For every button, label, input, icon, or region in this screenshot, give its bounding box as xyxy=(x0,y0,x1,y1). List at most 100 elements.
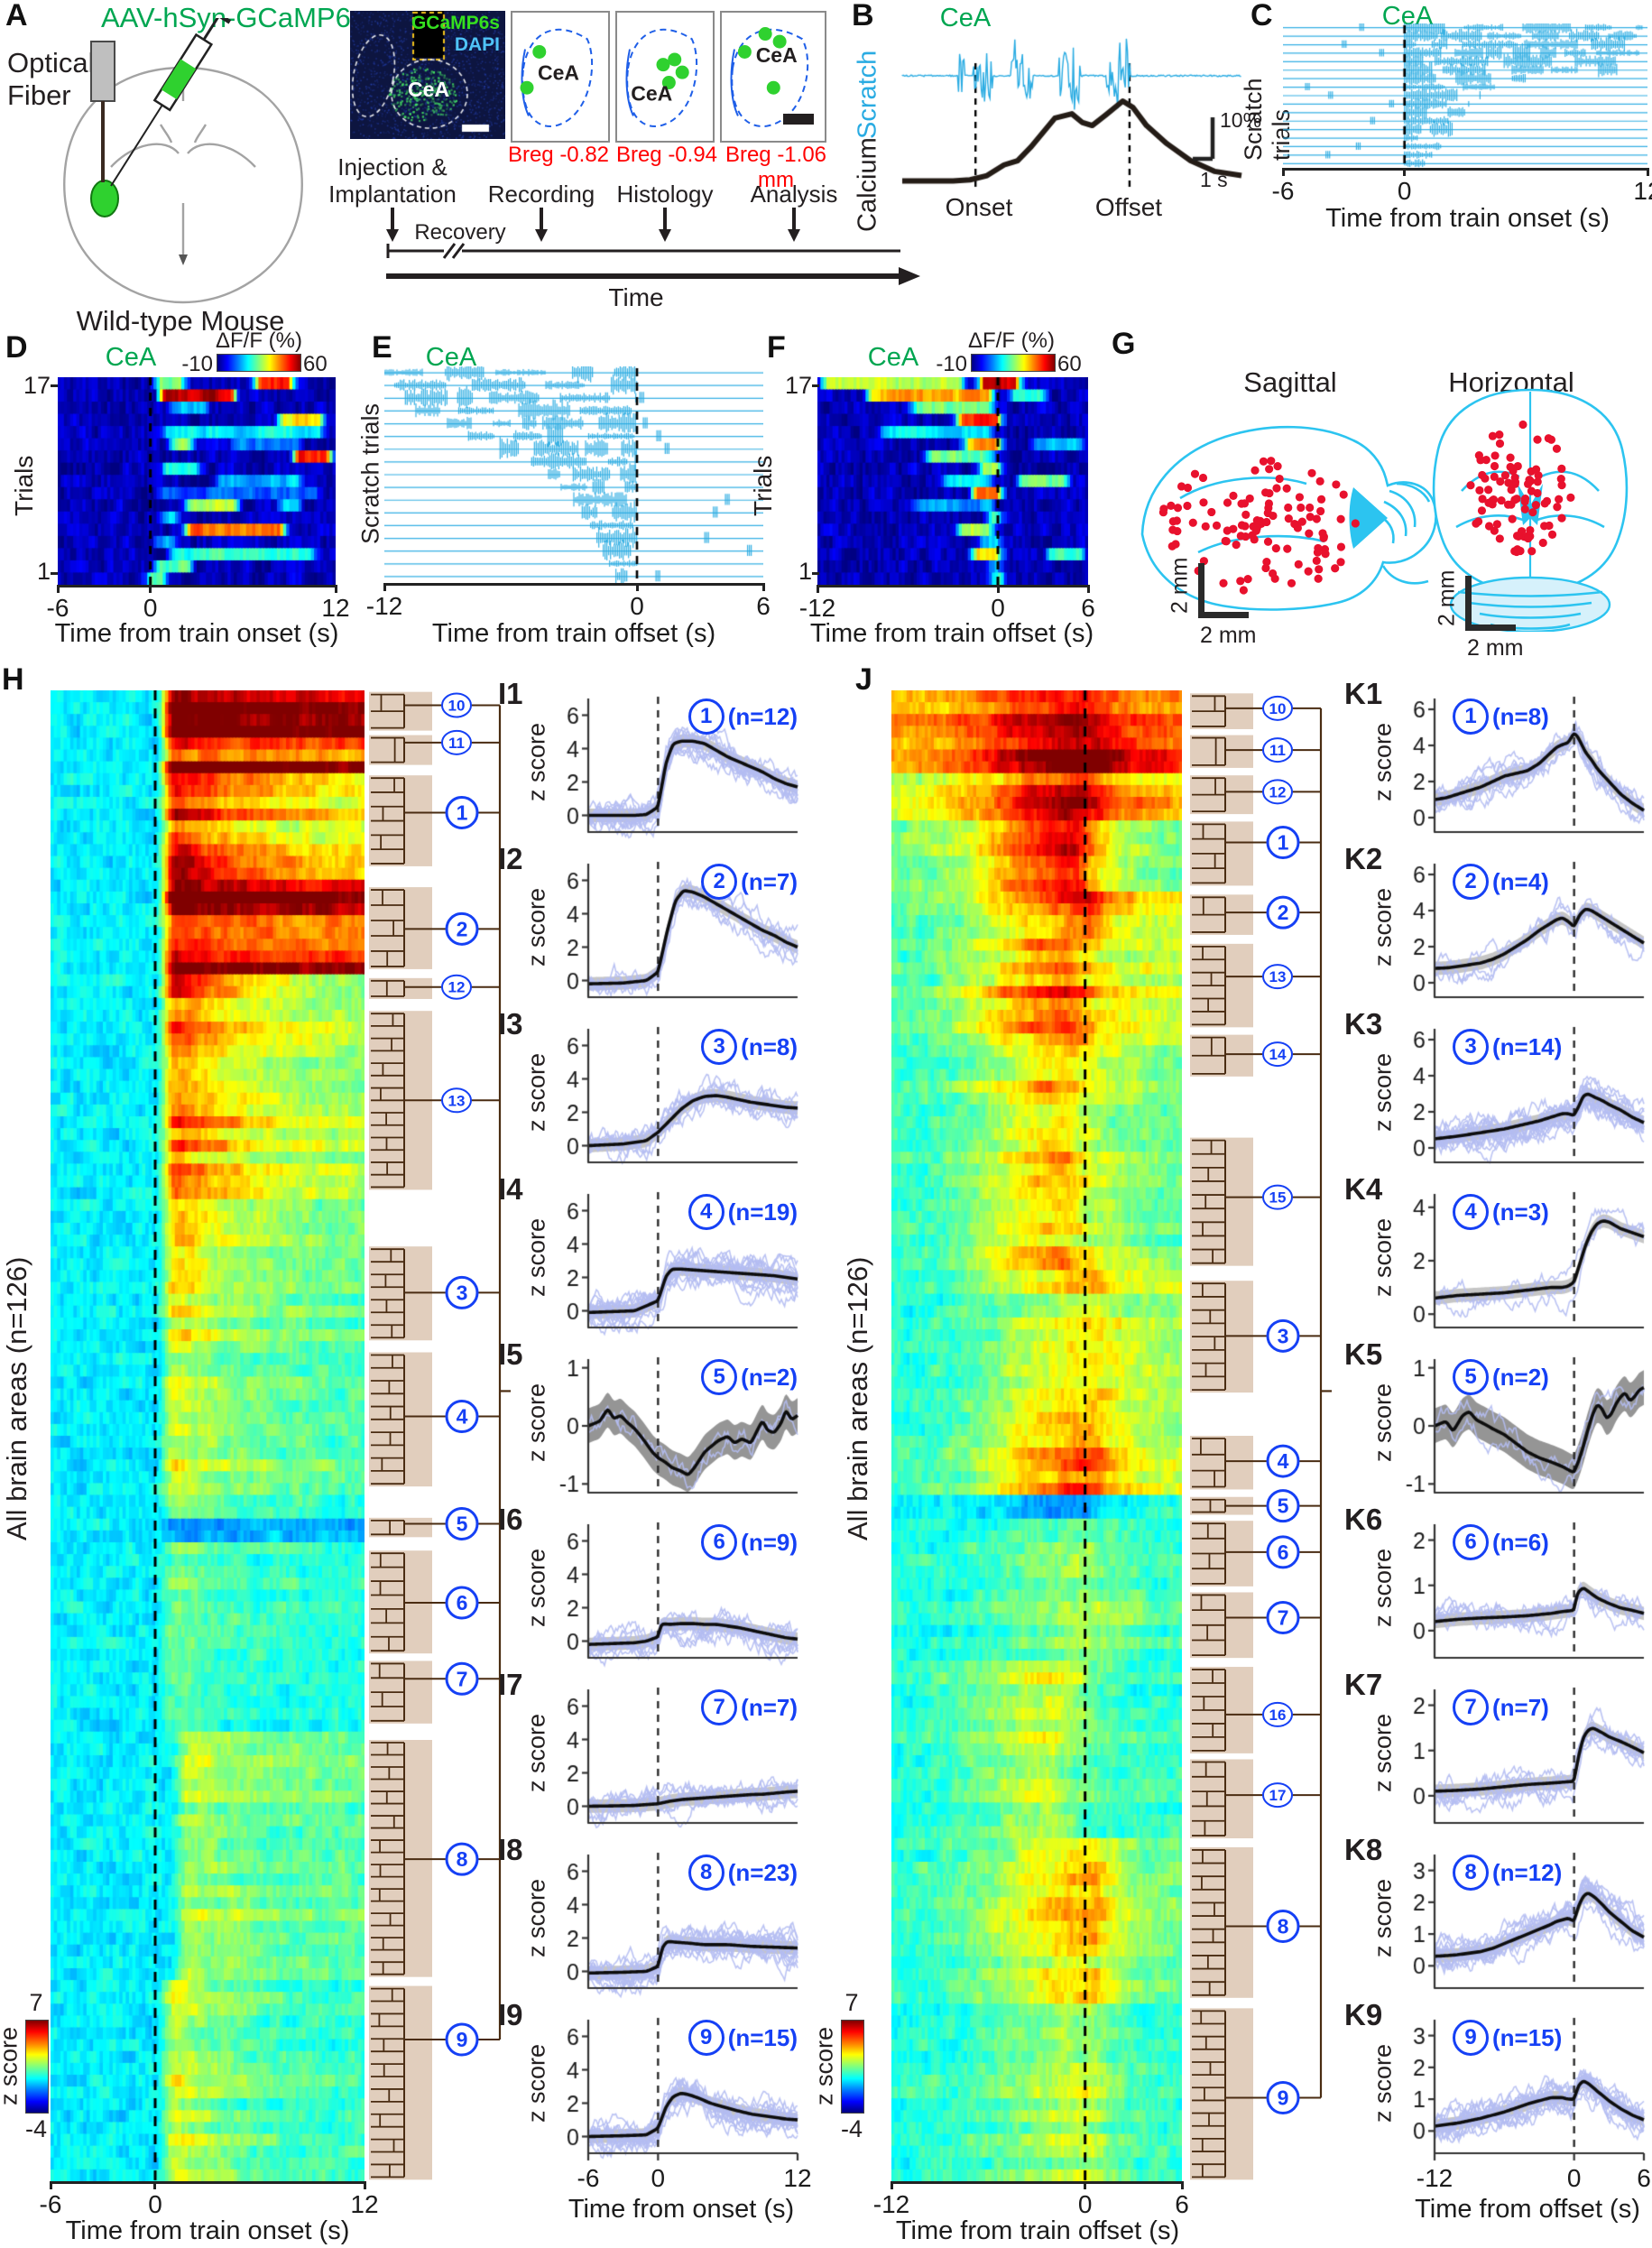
h-axis-tick xyxy=(153,2181,157,2189)
cluster-badge-K8: 8 (n=12) xyxy=(1453,1855,1562,1891)
cluster-circle-2 xyxy=(445,911,479,946)
j-axis-line xyxy=(891,2181,1182,2184)
panel-f-xlabel: Time from train offset (s) xyxy=(809,619,1094,648)
cluster-circle-5 xyxy=(445,1506,479,1540)
subplot-label-I6: I6 xyxy=(498,1503,523,1536)
subplot-label-I9: I9 xyxy=(498,1998,523,2031)
svg-text:7: 7 xyxy=(457,1667,468,1690)
panel-f-cbar-min: -10 xyxy=(936,352,967,376)
panel-d-region-label: CeA xyxy=(105,343,157,372)
cluster-circle-8 xyxy=(1266,1910,1300,1944)
subplot-label-I2: I2 xyxy=(498,842,523,875)
panel-d-ymin: 1 xyxy=(36,558,51,585)
timeline-step-injection-1: Injection & xyxy=(337,153,448,180)
cluster-badge-circle: 8 xyxy=(1453,1855,1489,1891)
horizontal-brain-map xyxy=(1432,388,1629,632)
subplot-ticklabel: 12 xyxy=(783,2164,812,2192)
cluster-badge-circle: 1 xyxy=(688,698,724,735)
d-axis-ticklabel: -6 xyxy=(46,594,69,622)
subplot-ylabel-I7: z score xyxy=(522,1713,550,1792)
subplot-ylabel-I4: z score xyxy=(522,1217,550,1297)
panel-e-xlabel: Time from train offset (s) xyxy=(431,619,716,648)
panel-e-letter: E xyxy=(372,330,392,365)
injection-site-dot xyxy=(668,52,682,67)
subplot-ylabel-K8: z score xyxy=(1369,1878,1397,1957)
svg-text:11: 11 xyxy=(448,735,465,752)
j-axis-ticklabel: -12 xyxy=(872,2190,910,2218)
subplot-canvas-K5 xyxy=(1397,1352,1647,1507)
svg-text:CeA: CeA xyxy=(538,61,579,85)
panel-j-xlabel: Time from train offset (s) xyxy=(895,2216,1180,2245)
optical-fiber-label-1: Optical xyxy=(7,47,95,79)
j-axis-tick xyxy=(1084,2181,1087,2189)
subplot-ticklabel: -6 xyxy=(577,2164,600,2192)
cluster-badge-circle: 3 xyxy=(701,1029,738,1065)
bregma-label-2: Breg -0.94 xyxy=(615,143,718,167)
cluster-badge-circle: 4 xyxy=(688,1194,724,1230)
subplot-ylabel-I8: z score xyxy=(522,1878,550,1957)
subplot-ticklabel: 0 xyxy=(1566,2164,1582,2192)
e-axis-tick xyxy=(383,583,386,591)
injection-site-dot xyxy=(661,76,676,90)
subplot-canvas-I4 xyxy=(550,1187,801,1342)
timeline-step-recording: Recording xyxy=(487,180,595,208)
trial-ytick xyxy=(51,572,58,575)
subplot-ylabel-I5: z score xyxy=(522,1383,550,1462)
svg-text:2: 2 xyxy=(1278,901,1289,924)
panel-d-letter: D xyxy=(5,330,28,365)
svg-text:1: 1 xyxy=(1278,831,1289,855)
cluster-circle-12 xyxy=(1262,779,1293,805)
c-axis-tick xyxy=(1646,168,1649,176)
c-axis-ticklabel: 0 xyxy=(1397,177,1412,205)
cluster-circle-9 xyxy=(1266,2080,1300,2114)
panel-j-cbar-title: z score xyxy=(810,2026,838,2105)
subplot-label-I3: I3 xyxy=(498,1007,523,1041)
panel-f-ymax: 17 xyxy=(784,372,812,399)
cluster-circle-3 xyxy=(1266,1318,1300,1353)
subplot-canvas-I3 xyxy=(550,1022,801,1177)
svg-text:15: 15 xyxy=(1269,1189,1287,1207)
c-axis-ticklabel: -6 xyxy=(1271,177,1295,205)
timeline-step-histology: Histology xyxy=(616,180,714,208)
cluster-badge-K7: 7 (n=7) xyxy=(1453,1689,1549,1725)
cluster-badge-circle: 7 xyxy=(1453,1689,1489,1725)
panel-f-letter: F xyxy=(767,330,786,365)
subplot-canvas-K7 xyxy=(1397,1682,1647,1837)
cluster-badge-count: (n=12) xyxy=(1492,1858,1563,1886)
subplot-canvas-K4 xyxy=(1397,1187,1647,1342)
section-drawing-3: CeA xyxy=(730,27,814,127)
cluster-badge-circle: 2 xyxy=(701,864,738,900)
mouse-label: Wild-type Mouse xyxy=(76,305,285,337)
svg-text:13: 13 xyxy=(448,1092,466,1109)
svg-text:10: 10 xyxy=(448,698,466,715)
cluster-badge-circle: 9 xyxy=(688,2020,724,2056)
timeline-step-injection-2: Implantation xyxy=(328,180,457,208)
cluster-badge-K2: 2 (n=4) xyxy=(1453,864,1549,900)
svg-text:2: 2 xyxy=(457,917,468,940)
histology-cea-label: CeA xyxy=(408,78,450,101)
subplot-canvas-I7 xyxy=(550,1682,801,1837)
cluster-badge-I7: 7 (n=7) xyxy=(637,1689,798,1725)
panel-d-colorbar xyxy=(217,354,301,372)
subplot-ylabel-K1: z score xyxy=(1369,722,1397,801)
injection-site-dot xyxy=(532,44,547,59)
svg-text:5: 5 xyxy=(457,1512,468,1535)
subplot-label-I8: I8 xyxy=(498,1833,523,1866)
panel-h-cbar-max: 7 xyxy=(29,1989,43,2016)
subplot-label-K3: K3 xyxy=(1344,1007,1383,1041)
timeline-arrows xyxy=(386,208,920,285)
timeline-step-analysis: Analysis xyxy=(750,180,838,208)
cluster-badge-K5: 5 (n=2) xyxy=(1453,1359,1549,1395)
panel-b-letter: B xyxy=(852,0,874,32)
svg-text:12: 12 xyxy=(448,979,466,996)
cluster-circle-4 xyxy=(1266,1444,1300,1478)
j-axis-tick xyxy=(1180,2181,1184,2189)
section-drawing-2: CeA xyxy=(625,28,698,127)
coronal-brain-schematic xyxy=(63,18,303,304)
cluster-badge-count: (n=15) xyxy=(727,2023,798,2051)
svg-text:3: 3 xyxy=(457,1281,468,1304)
svg-text:9: 9 xyxy=(457,2028,468,2051)
cluster-circle-14 xyxy=(1262,1041,1293,1068)
c-axis-ticklabel: 12 xyxy=(1633,177,1652,205)
h-axis-tick xyxy=(49,2181,52,2189)
